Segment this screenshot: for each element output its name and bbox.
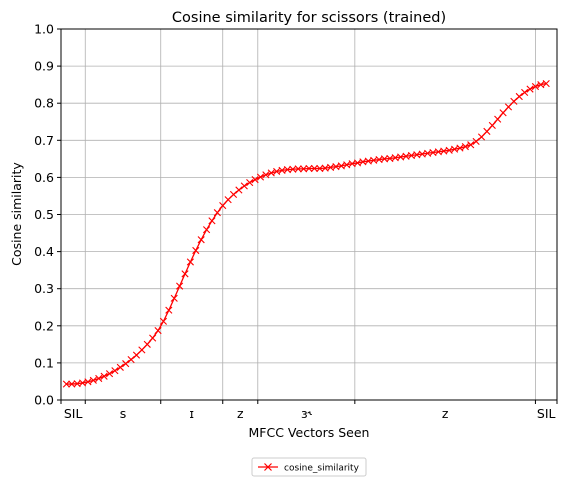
- data-point: [472, 137, 480, 146]
- data-point: [305, 164, 313, 173]
- data-point: [181, 270, 189, 278]
- data-point: [176, 282, 184, 290]
- data-point: [542, 79, 550, 88]
- data-point: [202, 226, 211, 234]
- data-point: [467, 141, 475, 149]
- data-point: [143, 340, 151, 348]
- data-point: [78, 379, 87, 387]
- data-point: [165, 306, 173, 314]
- data-point: [127, 355, 135, 364]
- data-point: [499, 109, 507, 117]
- data-point: [262, 171, 270, 179]
- data-point: [267, 169, 275, 177]
- y-tick-label: 0.2: [34, 318, 54, 333]
- data-point: [100, 372, 108, 380]
- data-point: [477, 133, 486, 141]
- chart-title: Cosine similarity for scissors (trained): [172, 10, 446, 26]
- data-point: [537, 81, 545, 89]
- x-axis-label: MFCC Vectors Seen: [249, 425, 370, 440]
- data-point: [149, 334, 157, 342]
- y-tick-label: 0.5: [34, 207, 54, 222]
- data-point: [116, 363, 124, 371]
- data-point: [240, 182, 248, 190]
- y-tick-label: 0.7: [34, 133, 54, 148]
- data-point: [343, 161, 351, 169]
- axes: 0.0 0.1 0.2 0.3 0.4 0.5 0.6 0.7 0.8 0.9 1.0 SIL s ɪ z ɜ…: [34, 22, 558, 421]
- data-point: [494, 115, 502, 123]
- y-axis-label: Cosine similarity: [9, 162, 24, 266]
- y-tick-label: 1.0: [34, 22, 54, 37]
- y-tick-label: 0.6: [34, 170, 54, 185]
- data-point: [105, 370, 114, 378]
- y-tick-label: 0.1: [34, 355, 54, 370]
- phone-label: ɪ: [189, 406, 194, 421]
- data-point: [504, 103, 513, 111]
- data-point: [256, 173, 265, 181]
- data-point: [192, 246, 200, 255]
- y-tick-label: 0.3: [34, 281, 54, 296]
- data-point: [197, 236, 205, 244]
- y-tick-label: 0.8: [34, 96, 54, 111]
- data-point: [515, 92, 523, 101]
- data-point: [186, 258, 194, 266]
- series-line: [66, 82, 547, 385]
- data-point: [208, 217, 216, 225]
- phone-label: z: [237, 406, 244, 421]
- phone-label: s: [120, 406, 127, 421]
- y-tick-label: 0.4: [34, 244, 54, 259]
- data-point: [89, 376, 97, 384]
- legend-label: cosine_similarity: [284, 464, 360, 474]
- phone-label: ɜ˞: [301, 406, 313, 421]
- data-point: [488, 121, 496, 130]
- legend: cosine_similarity: [251, 457, 367, 477]
- data-point: [353, 159, 362, 167]
- phone-label: SIL: [537, 406, 556, 421]
- phone-label: z: [442, 406, 449, 421]
- legend-marker: [264, 463, 272, 471]
- data-point: [273, 167, 281, 176]
- y-tick-label: 0.9: [34, 59, 54, 74]
- legend-box: [251, 457, 367, 477]
- data-point: [170, 294, 178, 302]
- data-point: [456, 144, 464, 152]
- data-point: [294, 165, 302, 173]
- data-point: [159, 317, 168, 325]
- data-point: [138, 346, 146, 354]
- series-cosine-similarity: [62, 79, 550, 388]
- data-point: [337, 162, 345, 170]
- data-point: [154, 327, 162, 335]
- data-point: [111, 367, 119, 375]
- data-point: [229, 190, 238, 199]
- data-point: [213, 209, 221, 217]
- data-point: [483, 127, 491, 135]
- data-point: [235, 186, 243, 194]
- data-point: [445, 146, 453, 154]
- grid: [61, 29, 557, 400]
- data-point: [526, 85, 534, 93]
- phone-label: SIL: [64, 406, 83, 421]
- data-point: [251, 176, 259, 184]
- data-point: [521, 88, 529, 97]
- data-point: [246, 179, 254, 187]
- data-point: [84, 378, 92, 386]
- data-point: [450, 145, 459, 153]
- data-point: [310, 164, 318, 173]
- data-point: [122, 360, 130, 368]
- y-tick-label: 0.0: [34, 393, 54, 408]
- data-point: [531, 82, 540, 91]
- data-point: [461, 143, 469, 151]
- data-point: [62, 380, 70, 388]
- data-point: [219, 202, 227, 210]
- data-point: [95, 374, 103, 383]
